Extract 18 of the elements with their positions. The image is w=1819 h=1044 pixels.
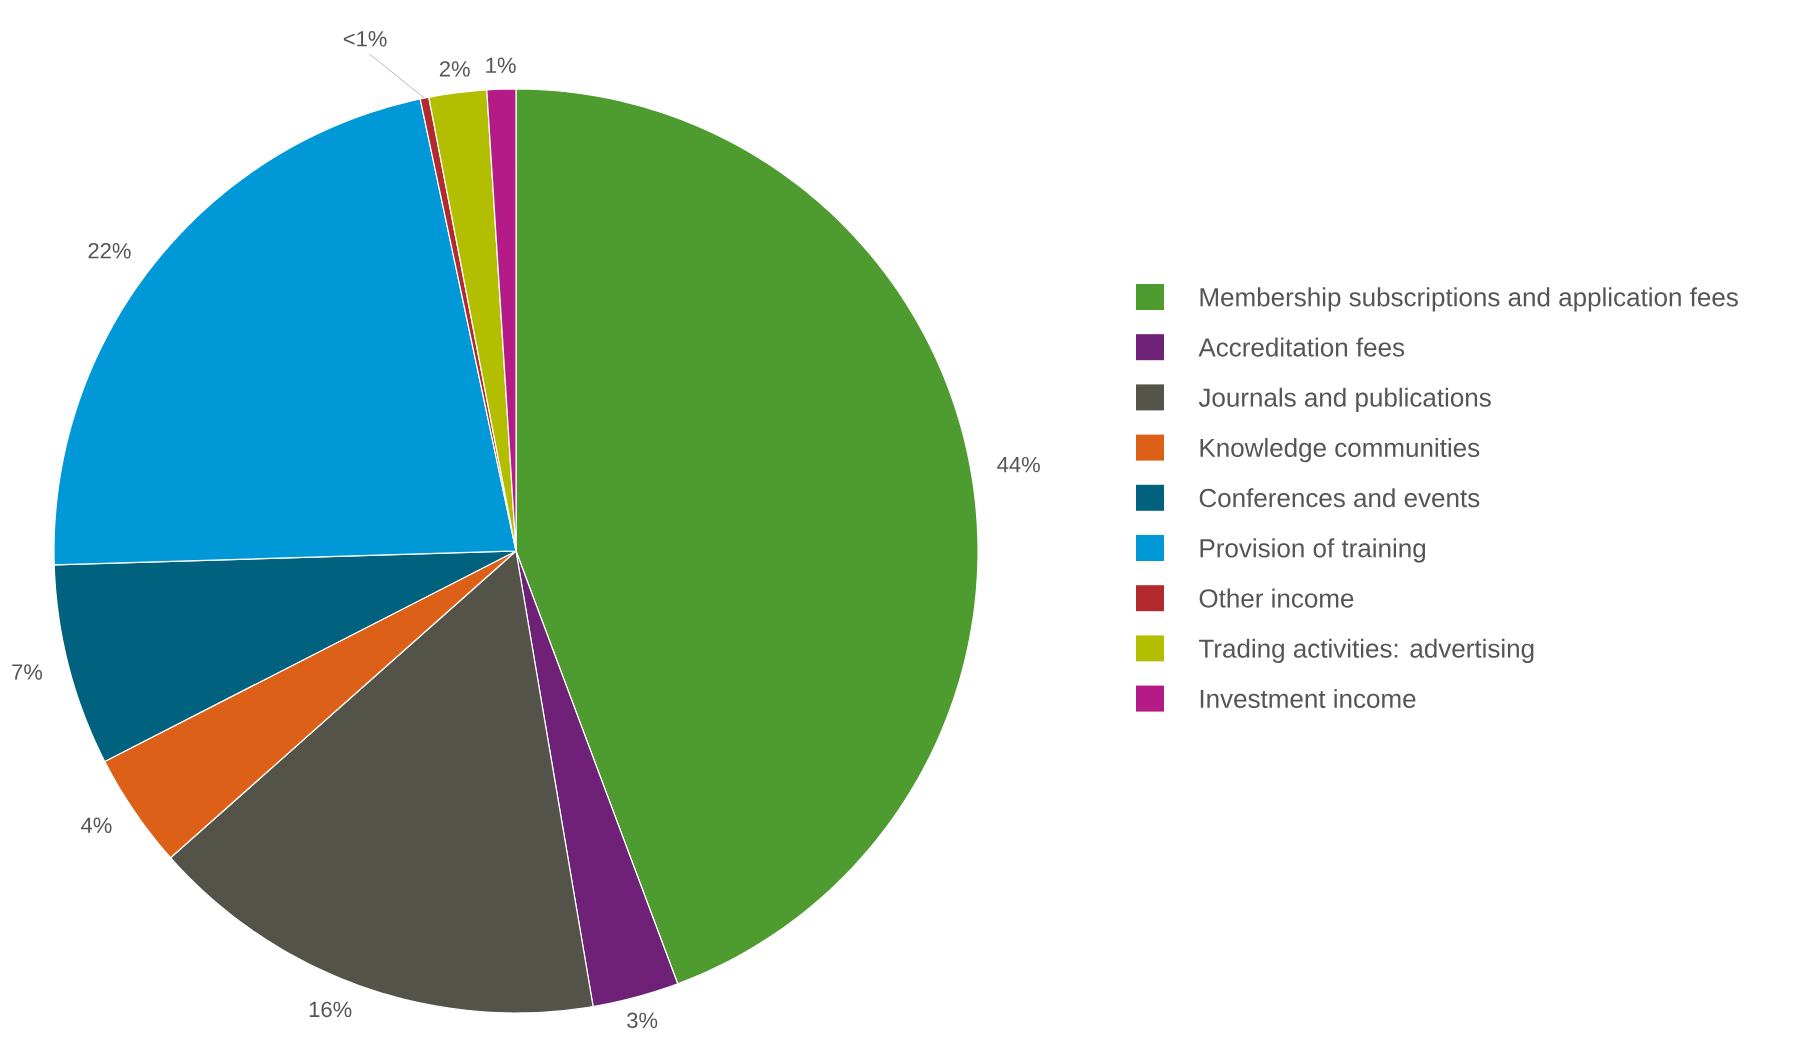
data-label: 16% <box>309 1001 352 1018</box>
data-label: 1% <box>486 57 516 73</box>
legend-label: Journals and publications <box>1198 387 1491 412</box>
data-label: 7% <box>12 664 43 680</box>
data-label: <1% <box>343 31 387 47</box>
legend-label: Other income <box>1199 588 1354 608</box>
data-label: 22% <box>88 243 131 259</box>
legend-label: Knowledge communities <box>1200 437 1480 463</box>
data-label: 2% <box>439 61 470 77</box>
legend-label: Accreditation fees <box>1198 337 1405 357</box>
legend-label: Conferences and events <box>1199 488 1480 508</box>
legend-label: Investment income <box>1200 688 1416 709</box>
data-label: 44% <box>997 456 1040 473</box>
data-label: 4% <box>81 817 112 833</box>
legend-label: Membership subscriptions and application fees <box>1200 287 1738 312</box>
data-label: 3% <box>627 1012 658 1029</box>
legend-label: Trading activities: advertising <box>1199 638 1534 663</box>
legend-label: Provision of training <box>1200 538 1426 563</box>
